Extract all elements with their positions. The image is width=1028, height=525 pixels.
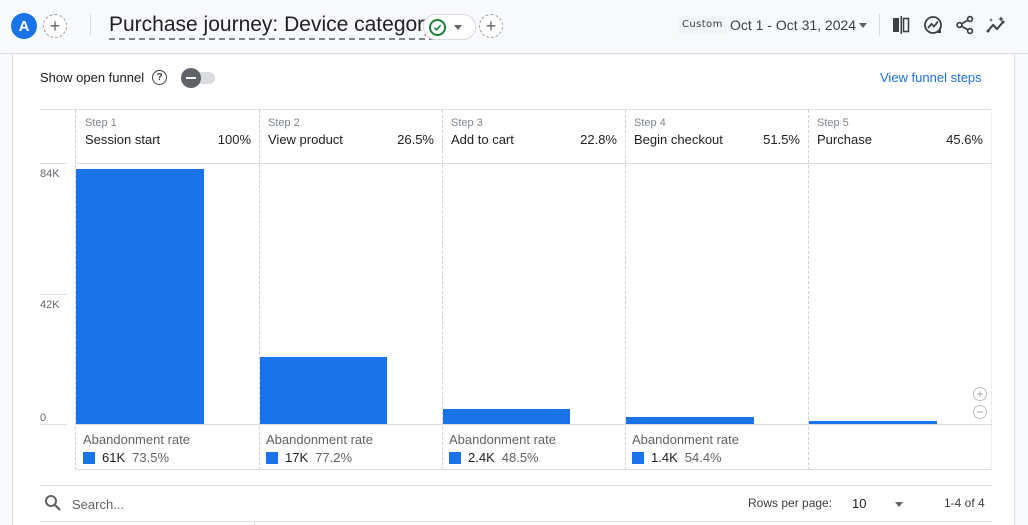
step-number: Step 5 [817,117,849,129]
chevron-down-icon [454,24,462,30]
column-divider [442,110,443,470]
plus-icon: + [49,16,61,36]
report-header: A + Purchase journey: Device category + … [0,0,1028,54]
insights-icon[interactable] [921,12,945,38]
abandonment-count: 61K [102,450,126,465]
open-funnel-toggle[interactable] [181,68,201,88]
abandonment-label: Abandonment rate [632,432,739,447]
abandonment-step-1: Abandonment rate 61K 73.5% [76,432,190,465]
abandonment-step-3: Abandonment rate 2.4K 48.5% [442,432,556,465]
abandonment-step-4: Abandonment rate 1.4K 54.4% [625,432,739,465]
step-name: Purchase [817,132,872,147]
share-icon[interactable] [953,12,977,38]
column-divider [259,110,260,470]
step-rate: 100% [217,132,251,147]
abandonment-step-2: Abandonment rate 17K 77.2% [259,432,373,465]
step-number: Step 1 [85,117,117,129]
step-header-4[interactable]: Step 4 Begin checkout 51.5% [625,110,808,163]
help-icon[interactable]: ? [152,70,167,85]
legend-swatch [83,451,95,464]
view-funnel-steps-link[interactable]: View funnel steps [880,70,982,85]
y-gridline [40,294,67,295]
step-header-1[interactable]: Step 1 Session start 100% [76,110,259,163]
add-tab-button[interactable]: + [479,14,503,38]
chart-border [40,109,992,110]
funnel-bar-view-product[interactable] [260,357,387,424]
chart-border [991,109,992,470]
abandonment-label: Abandonment rate [449,432,556,447]
zoom-in-icon[interactable]: + [973,387,987,401]
y-tick-label: 0 [40,412,47,424]
compare-icon[interactable] [889,12,913,38]
column-divider [75,110,76,470]
funnel-bar-session-start[interactable] [76,169,204,424]
legend-swatch [632,451,644,464]
add-comparison-button[interactable]: + [43,14,67,38]
step-name: Session start [85,132,161,147]
step-rate: 26.5% [397,132,434,147]
abandonment-count: 17K [285,450,309,465]
abandonment-rate: 54.4% [684,450,722,465]
funnel-bar-add-to-cart[interactable] [443,409,570,424]
step-rate: 22.8% [580,132,617,147]
show-open-funnel-label: Show open funnel [40,70,145,85]
table-border [40,485,992,486]
column-divider [625,110,626,470]
zoom-out-icon[interactable]: − [973,405,987,419]
page-title[interactable]: Purchase journey: Device category [109,12,435,40]
pagination-range: 1-4 of 4 [944,496,985,510]
y-gridline [40,424,67,425]
analytics-sparkle-icon[interactable] [985,12,1009,38]
step-header-5[interactable]: Step 5 Purchase 45.6% [808,110,991,163]
column-divider [808,110,809,470]
date-preset-badge: Custom [678,16,727,34]
step-number: Step 2 [268,117,300,129]
chevron-down-icon[interactable] [895,502,903,507]
abandonment-count: 1.4K [651,450,678,465]
step-rate: 51.5% [763,132,800,147]
abandonment-rate: 77.2% [315,450,353,465]
step-number: Step 3 [451,117,483,129]
date-range-picker[interactable]: Oct 1 - Oct 31, 2024 [730,17,857,33]
divider [879,14,880,36]
step-number: Step 4 [634,117,666,129]
search-input[interactable] [72,494,372,514]
rows-per-page-label: Rows per page: [748,496,833,510]
y-tick-label: 42K [40,299,60,311]
step-header-2[interactable]: Step 2 View product 26.5% [259,110,442,163]
abandonment-label: Abandonment rate [266,432,373,447]
chart-border [75,469,992,470]
y-tick-label: 84K [40,168,60,180]
search-icon [44,494,62,517]
chart-border [75,163,992,164]
step-name: View product [268,132,343,147]
legend-swatch [449,451,461,464]
report-status-dropdown[interactable] [423,14,476,40]
legend-swatch [266,451,278,464]
y-gridline [40,163,67,164]
column-divider [254,521,255,525]
check-circle-icon [429,18,446,36]
chart-baseline [75,424,992,425]
funnel-bar-begin-checkout[interactable] [626,417,754,424]
divider [90,14,91,36]
step-name: Begin checkout [634,132,723,147]
abandonment-count: 2.4K [468,450,495,465]
abandonment-rate: 48.5% [501,450,539,465]
abandonment-label: Abandonment rate [83,432,190,447]
step-header-3[interactable]: Step 3 Add to cart 22.8% [442,110,625,163]
avatar[interactable]: A [11,13,37,39]
chevron-down-icon[interactable] [859,23,867,28]
funnel-bar-purchase[interactable] [809,421,937,424]
abandonment-rate: 73.5% [132,450,170,465]
plus-icon: + [485,16,497,36]
step-rate: 45.6% [946,132,983,147]
step-name: Add to cart [451,132,514,147]
table-border [40,521,992,522]
rows-per-page-select[interactable]: 10 [852,496,867,511]
